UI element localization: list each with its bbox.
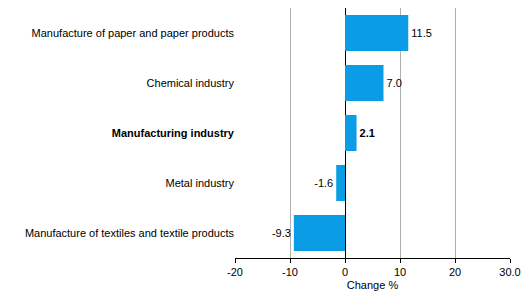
svg-text:7.0: 7.0 (387, 77, 402, 89)
svg-text:-20: -20 (227, 266, 243, 278)
svg-text:Chemical industry: Chemical industry (147, 77, 235, 89)
svg-text:30.0: 30.0 (499, 266, 520, 278)
svg-text:Metal industry: Metal industry (166, 177, 235, 189)
svg-text:Manufacture of paper and paper: Manufacture of paper and paper products (32, 27, 235, 39)
svg-text:20: 20 (449, 266, 461, 278)
svg-text:Change %: Change % (347, 279, 399, 291)
svg-text:11.5: 11.5 (411, 27, 432, 39)
svg-text:Manufacturing industry: Manufacturing industry (112, 127, 235, 139)
svg-text:2.1: 2.1 (360, 127, 375, 139)
svg-text:Manufacture of textiles and te: Manufacture of textiles and textile prod… (25, 227, 235, 239)
svg-text:10: 10 (394, 266, 406, 278)
svg-text:-9.3: -9.3 (272, 227, 291, 239)
svg-text:0: 0 (342, 266, 348, 278)
svg-text:-1.6: -1.6 (314, 177, 333, 189)
svg-text:-10: -10 (282, 266, 298, 278)
